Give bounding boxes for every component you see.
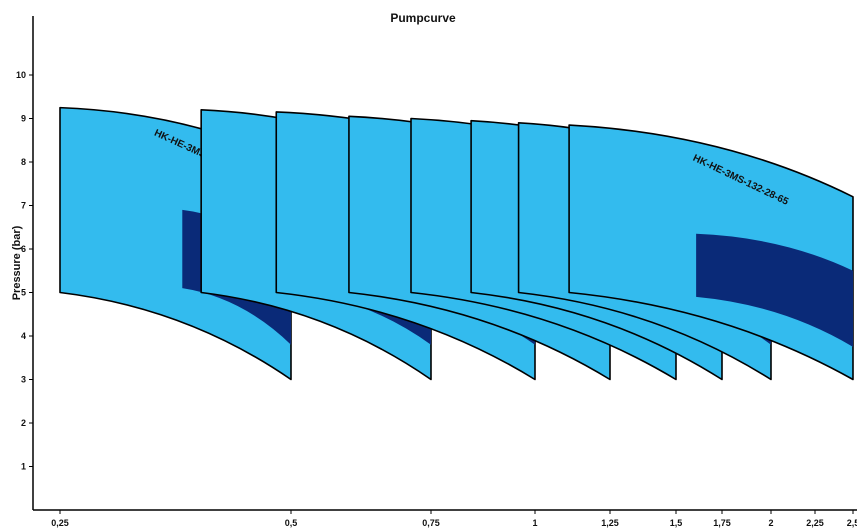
y-tick-label: 6 [21,244,26,254]
curve-group: HK-HE-3MS-62-14-30HK-HE-3MS-72-16-35HK-H… [59,106,854,381]
y-tick-label: 7 [21,201,26,211]
x-tick-label: 0,5 [285,518,298,528]
x-tick-label: 0,25 [51,518,69,528]
y-tick-label: 2 [21,418,26,428]
y-ticks-group: 1 2 3 4 5 6 7 8 9 10 [16,70,33,472]
y-tick-label: 8 [21,157,26,167]
y-tick-label: 3 [21,375,26,385]
x-tick-label: 1,5 [670,518,683,528]
x-ticks-group: 0,25 0,5 0,75 1 1,25 1,5 1,75 2 2,25 2,5 [51,510,857,528]
chart-title: Pumpcurve [390,11,456,25]
y-tick-label: 5 [21,288,26,298]
operating-area [696,233,853,347]
x-tick-label: 2,5 [847,518,857,528]
x-tick-label: 1,75 [713,518,731,528]
axes-group [32,16,857,511]
x-tick-label: 0,75 [422,518,440,528]
x-tick-label: 1,25 [601,518,619,528]
y-tick-label: 4 [21,331,26,341]
x-tick-label: 1 [532,518,537,528]
y-tick-label: 1 [21,462,26,472]
y-tick-label: 10 [16,70,26,80]
x-tick-label: 2 [768,518,773,528]
x-tick-label: 2,25 [806,518,824,528]
pump-curve: HK-HE-3MS-132-28-65 [568,124,854,381]
y-axis-label: Pressure (bar) [11,225,23,300]
y-tick-label: 9 [21,114,26,124]
